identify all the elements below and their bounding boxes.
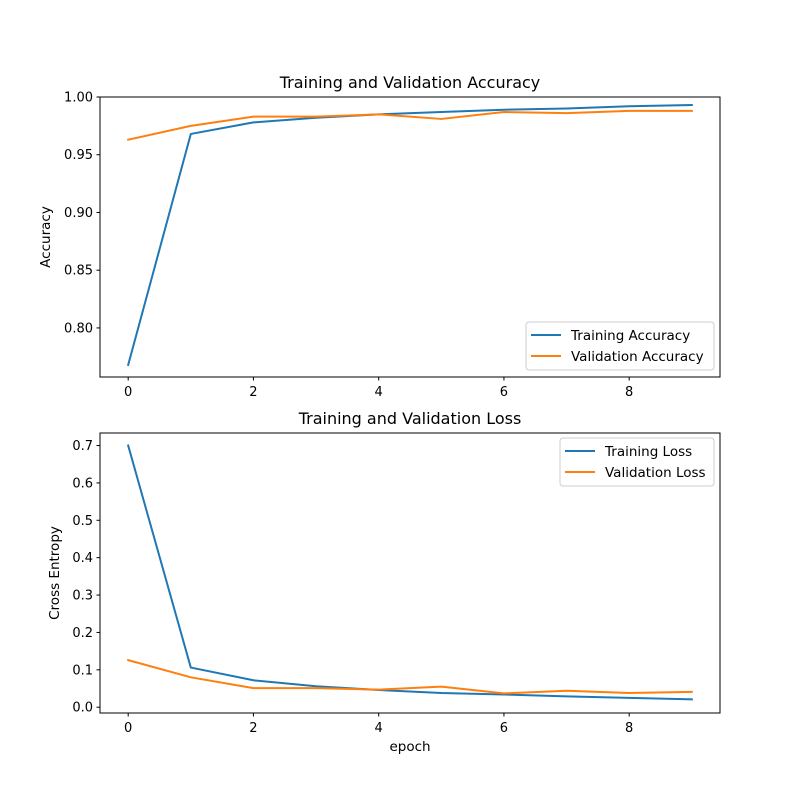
accuracy-y-axis-label: Accuracy	[38, 206, 54, 268]
accuracy-legend-box	[525, 321, 715, 371]
loss-x-tick-label: 6	[500, 721, 508, 736]
accuracy-y-tick-label: 0.90	[64, 206, 93, 221]
loss-legend-box	[559, 437, 715, 487]
accuracy-y-tick-label: 0.85	[64, 264, 93, 279]
loss-y-tick-label: 0.7	[72, 439, 93, 454]
accuracy-y-tick-label: 0.80	[64, 321, 93, 336]
accuracy-y-ticks: 0.80 0.85 0.90 0.95 1.00	[64, 91, 100, 336]
loss-y-tick-label: 0.1	[72, 663, 93, 678]
legend-label-training-loss: Training Loss	[604, 444, 692, 460]
accuracy-plot-frame	[99, 96, 721, 378]
loss-y-tick-label: 0.5	[72, 514, 93, 529]
accuracy-lines	[126, 104, 693, 367]
accuracy-x-ticks: 0 2 4 6 8	[124, 377, 633, 400]
series-line-training-accuracy	[126, 104, 693, 367]
loss-y-tick-label: 0.3	[72, 589, 93, 604]
loss-x-axis-label: epoch	[389, 739, 430, 755]
legend-label-validation-loss: Validation Loss	[605, 465, 706, 481]
loss-y-tick-label: 0.6	[72, 476, 93, 491]
accuracy-y-tick-label: 0.95	[64, 148, 93, 163]
loss-plot-frame	[99, 432, 721, 714]
series-line-validation-loss	[126, 658, 693, 695]
loss-x-tick-label: 4	[375, 721, 383, 736]
loss-y-tick-label: 0.4	[72, 551, 93, 566]
loss-x-ticks: 0 2 4 6 8	[124, 713, 633, 736]
legend-label-training-accuracy: Training Accuracy	[570, 328, 690, 344]
accuracy-x-tick-label: 2	[249, 385, 257, 400]
series-line-validation-accuracy	[126, 109, 693, 141]
legend-label-validation-accuracy: Validation Accuracy	[571, 349, 704, 365]
loss-x-tick-label: 0	[124, 721, 132, 736]
accuracy-subplot: Training and Validation Accuracy Accurac…	[38, 73, 721, 400]
accuracy-legend: Training Accuracy Validation Accuracy	[525, 321, 715, 371]
loss-y-tick-label: 0.0	[72, 701, 93, 716]
loss-lines	[126, 444, 693, 701]
accuracy-chart-title: Training and Validation Accuracy	[279, 73, 541, 92]
loss-y-axis-label: Cross Entropy	[47, 526, 63, 620]
loss-y-tick-label: 0.2	[72, 626, 93, 641]
accuracy-x-tick-label: 6	[500, 385, 508, 400]
loss-chart-title: Training and Validation Loss	[298, 409, 522, 428]
loss-x-tick-label: 8	[625, 721, 633, 736]
series-line-training-loss	[126, 444, 693, 701]
accuracy-x-tick-label: 0	[124, 385, 132, 400]
loss-x-tick-label: 2	[249, 721, 257, 736]
accuracy-x-tick-label: 8	[625, 385, 633, 400]
accuracy-x-tick-label: 4	[375, 385, 383, 400]
loss-legend: Training Loss Validation Loss	[559, 437, 715, 487]
loss-y-ticks: 0.0 0.1 0.2 0.3 0.4 0.5 0.6 0.7	[72, 439, 100, 716]
loss-subplot: Training and Validation Loss Cross Entro…	[47, 409, 721, 755]
accuracy-y-tick-label: 1.00	[64, 91, 93, 106]
